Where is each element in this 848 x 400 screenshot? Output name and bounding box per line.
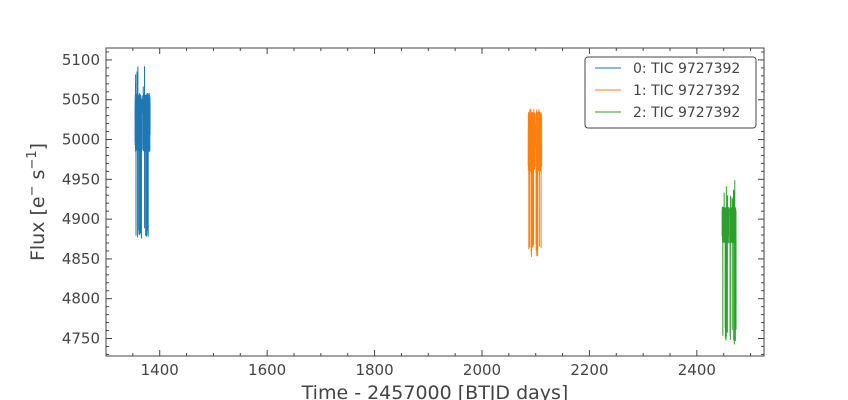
legend-entry-2: 2: TIC 9727392 [633,105,740,121]
legend: 0: TIC 9727392 1: TIC 9727392 2: TIC 972… [584,56,757,129]
x-axis-label: Time - 2457000 [BTJD days] [301,382,569,400]
x-tick-label: 1600 [248,361,286,379]
y-tick-label: 5000 [62,131,100,149]
y-tick-label: 4750 [62,329,100,347]
legend-box [584,56,757,129]
x-tick-label: 2000 [463,361,501,379]
plot-frame [105,47,765,357]
y-tick-label: 4850 [62,250,100,268]
series-line-2 [721,179,737,345]
y-tick-label: 4950 [62,170,100,188]
tick-layer: 1400 1600 1800 2000 2200 2400 4750 4800 4850 4900… [62,48,764,379]
y-axis-label: Flux [e− s−1] [25,143,49,261]
y-tick-label: 5100 [62,51,100,69]
x-tick-label: 1400 [141,361,179,379]
y-axis-label-sup2: −1 [25,150,40,169]
series-line-0 [134,66,151,239]
series-line-1 [527,108,543,257]
y-tick-label: 4900 [62,210,100,228]
y-tick-label: 5050 [62,91,100,109]
y-axis-label-middle: s [27,170,49,186]
y-axis-label-sup1: − [25,186,40,197]
legend-entry-1: 1: TIC 9727392 [633,83,740,99]
y-axis-label-suffix: ] [27,143,49,150]
x-tick-label: 1800 [355,361,393,379]
y-axis-label-prefix: Flux [e [27,196,49,261]
series-layer [134,66,737,345]
legend-entry-0: 0: TIC 9727392 [633,61,740,77]
x-tick-label: 2400 [678,361,716,379]
y-tick-label: 4800 [62,290,100,308]
x-tick-label: 2200 [570,361,608,379]
